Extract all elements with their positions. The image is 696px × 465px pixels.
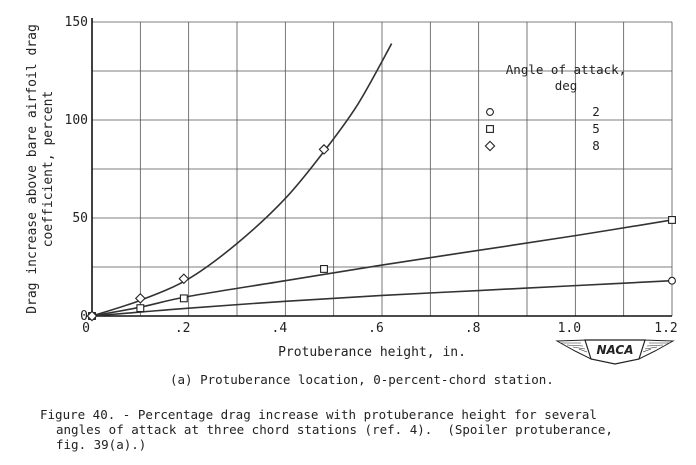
point-square [136,304,145,313]
x-tick-label: .8 [465,321,481,336]
y-tick-label: 0 [80,309,88,324]
x-tick-label: .4 [272,321,288,336]
point-diamond [134,292,146,304]
legend: Angle of attack,deg 2 5 8 [484,62,626,153]
y-axis-label-line: coefficient, percent [41,91,56,248]
x-tick-label: 1.2 [654,321,677,336]
insignia-text: NACA [596,343,633,357]
caption-line-2: angles of attack at three chord stations… [56,422,613,437]
point-circle [668,276,676,285]
insignia-feather [644,346,658,350]
legend-label: 8 [592,138,600,153]
insignia-feather [572,346,586,350]
y-tick-label: 50 [72,211,88,226]
y-axis-label: Drag increase above bare airfoil drag coe… [25,24,56,314]
legend-marker-diamond [484,140,496,152]
insignia-feather [578,348,588,353]
point-square [179,294,188,303]
y-axis-label-line: Drag increase above bare airfoil drag [25,24,40,314]
subcaption: (a) Protuberance location, 0-percent-cho… [170,372,554,387]
legend-marker-square [486,125,494,133]
series-curve-diamond [91,43,393,317]
x-tick-label: 1.0 [558,321,581,336]
x-tick-label: .2 [175,321,191,336]
chart: 0 .2 .4 .6 .8 1.0 1.2 0 50 100 150 Protuberance he… [25,15,678,365]
legend-label: 2 [592,104,600,119]
point-diamond [86,310,98,322]
data-markers [86,144,676,322]
legend-label: 5 [592,121,600,136]
legend-marker-circle [486,108,494,116]
series-curve-circle [91,279,673,317]
figure-caption: Figure 40. - Percentage drag increase wi… [40,407,613,452]
x-tick-label: .6 [368,321,384,336]
insignia-feather [642,348,652,353]
caption-line-3: fig. 39(a).) [56,437,147,452]
insignia-feather [646,344,664,347]
x-axis-label: Protuberance height, in. [278,345,466,360]
naca-insignia: NACA [555,339,675,365]
series-curve-square [91,219,673,317]
y-tick-label: 100 [65,113,88,128]
legend-title-line: deg [555,78,578,93]
y-tick-label: 150 [65,15,88,30]
legend-title-line: Angle of attack, [506,62,626,77]
tick-labels: 0 .2 .4 .6 .8 1.0 1.2 0 50 100 150 [65,15,678,336]
axes [91,18,672,317]
point-diamond [178,273,190,285]
insignia-shield [584,339,646,365]
caption-line-1: Figure 40. - Percentage drag increase wi… [40,407,597,422]
axis-labels: Protuberance height, in. Drag increase ab… [25,24,466,360]
point-diamond [318,144,330,155]
point-square [320,265,328,273]
x-tick-label: 0 [82,321,90,336]
insignia-feather [566,344,584,347]
series-curves [91,43,673,317]
point-square [668,216,676,224]
